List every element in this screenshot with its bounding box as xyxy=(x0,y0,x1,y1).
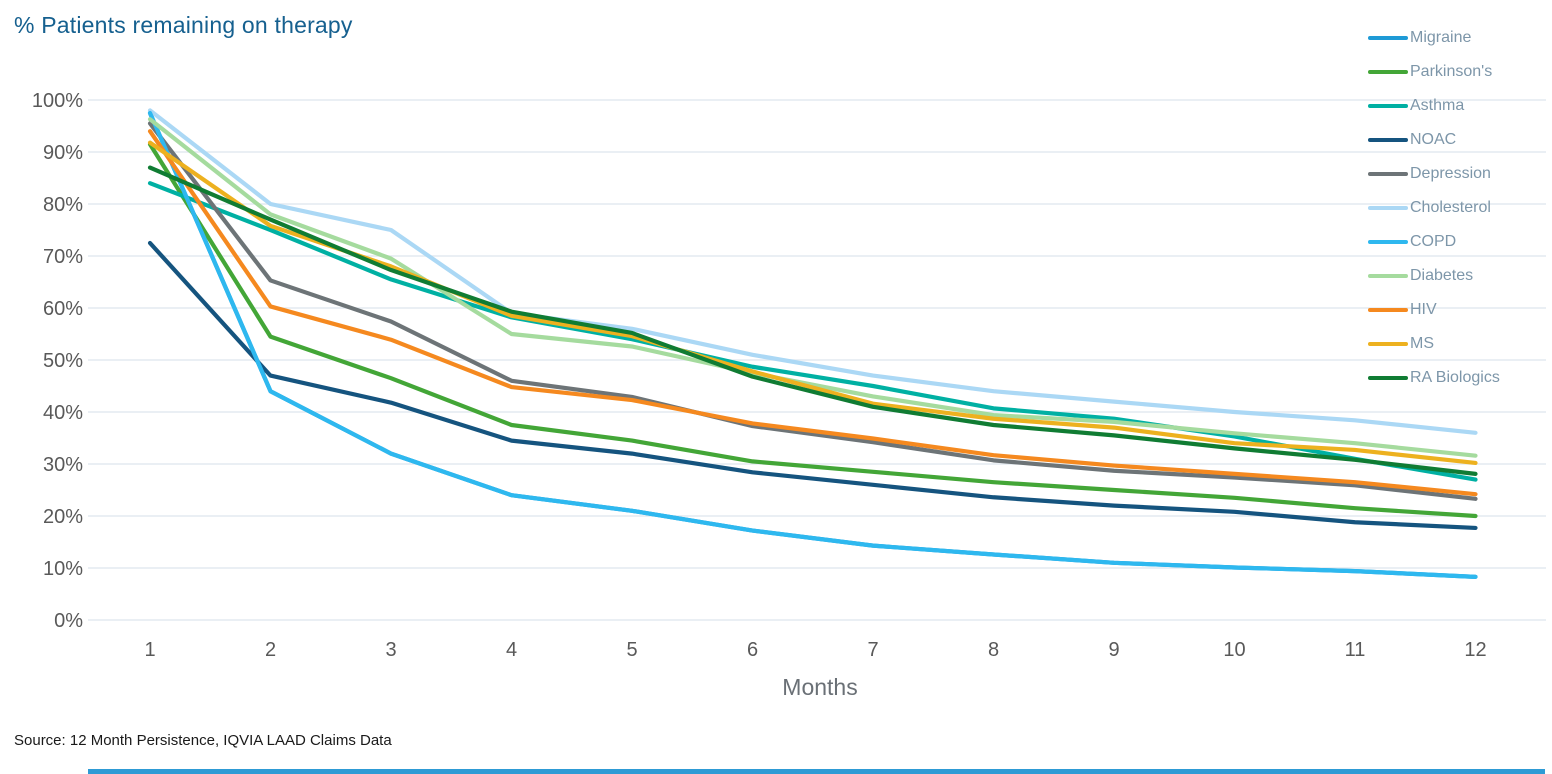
x-axis-title: Months xyxy=(782,674,858,700)
series-line-copd xyxy=(147,110,1478,579)
y-tick-label: 20% xyxy=(43,506,83,528)
legend-swatch-depression xyxy=(1368,171,1408,176)
x-tick-label: 3 xyxy=(385,639,396,661)
series-line-diabetes xyxy=(147,117,1478,458)
legend-label-noac: NOAC xyxy=(1410,130,1457,148)
y-tick-label: 70% xyxy=(43,246,83,268)
legend-label-asthma: Asthma xyxy=(1410,96,1465,114)
legend-label-diabetes: Diabetes xyxy=(1410,266,1474,284)
y-tick-label: 60% xyxy=(43,298,83,320)
series-line-cholesterol xyxy=(147,108,1478,435)
legend-swatch-parkinson-s xyxy=(1368,69,1408,74)
y-tick-label: 0% xyxy=(54,610,83,632)
series-line-parkinson-s xyxy=(147,142,1478,519)
y-tick-label: 90% xyxy=(43,142,83,164)
legend-swatch-migraine xyxy=(1368,35,1408,40)
series-line-depression xyxy=(147,121,1478,501)
x-tick-label: 4 xyxy=(506,639,517,661)
x-tick-label: 10 xyxy=(1223,639,1245,661)
x-tick-label: 1 xyxy=(144,639,155,661)
series-line-hiv xyxy=(147,129,1478,497)
y-tick-label: 30% xyxy=(43,454,83,476)
x-tick-label: 7 xyxy=(867,639,878,661)
y-tick-label: 80% xyxy=(43,194,83,216)
legend-item-parkinson-s: Parkinson's xyxy=(1368,63,1548,80)
legend-label-parkinson-s: Parkinson's xyxy=(1410,62,1493,80)
y-tick-label: 100% xyxy=(32,90,83,112)
x-tick-label: 8 xyxy=(988,639,999,661)
legend-swatch-copd xyxy=(1368,239,1408,244)
source-note: Source: 12 Month Persistence, IQVIA LAAD… xyxy=(14,732,392,749)
legend-swatch-cholesterol xyxy=(1368,205,1408,210)
legend-item-hiv: HIV xyxy=(1368,301,1548,318)
legend: Migraine Parkinson's Asthma NOAC Depression C… xyxy=(1368,29,1548,403)
series-line-noac xyxy=(147,240,1478,531)
legend-label-ra-biologics: RA Biologics xyxy=(1410,368,1500,386)
x-tick-label: 11 xyxy=(1345,639,1366,661)
legend-item-noac: NOAC xyxy=(1368,131,1548,148)
x-tick-label: 6 xyxy=(747,639,758,661)
legend-swatch-asthma xyxy=(1368,103,1408,108)
legend-label-copd: COPD xyxy=(1410,232,1457,250)
legend-item-copd: COPD xyxy=(1368,233,1548,250)
legend-item-depression: Depression xyxy=(1368,165,1548,182)
y-tick-label: 50% xyxy=(43,350,83,372)
chart-title: % Patients remaining on therapy xyxy=(14,12,353,38)
y-tick-label: 10% xyxy=(43,558,83,580)
legend-swatch-hiv xyxy=(1368,307,1408,312)
legend-label-migraine: Migraine xyxy=(1410,28,1472,46)
legend-label-cholesterol: Cholesterol xyxy=(1410,198,1491,216)
bottom-accent-bar xyxy=(88,769,1545,774)
legend-item-asthma: Asthma xyxy=(1368,97,1548,114)
series-line-asthma xyxy=(147,181,1478,482)
legend-item-ms: MS xyxy=(1368,335,1548,352)
x-tick-label: 2 xyxy=(265,639,276,661)
series-line-migraine xyxy=(147,110,1478,579)
legend-label-ms: MS xyxy=(1410,334,1434,352)
x-tick-label: 12 xyxy=(1464,639,1486,661)
legend-label-hiv: HIV xyxy=(1410,300,1437,318)
legend-label-depression: Depression xyxy=(1410,164,1491,182)
legend-item-ra-biologics: RA Biologics xyxy=(1368,369,1548,386)
legend-swatch-noac xyxy=(1368,137,1408,142)
legend-item-cholesterol: Cholesterol xyxy=(1368,199,1548,216)
y-tick-label: 40% xyxy=(43,402,83,424)
legend-swatch-ra-biologics xyxy=(1368,375,1408,380)
legend-swatch-ms xyxy=(1368,341,1408,346)
legend-item-migraine: Migraine xyxy=(1368,29,1548,46)
x-tick-label: 9 xyxy=(1108,639,1119,661)
legend-item-diabetes: Diabetes xyxy=(1368,267,1548,284)
legend-swatch-diabetes xyxy=(1368,273,1408,278)
series-line-ra-biologics xyxy=(147,165,1478,476)
x-tick-label: 5 xyxy=(626,639,637,661)
